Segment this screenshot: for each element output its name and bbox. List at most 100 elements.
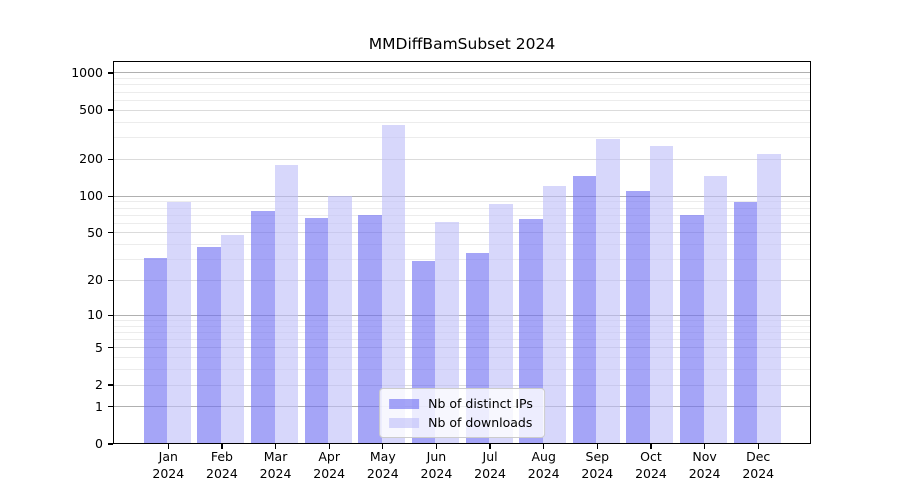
bar-nb-of-distinct-ips-dec	[733, 201, 758, 444]
plot-area: Nb of distinct IPs Nb of downloads	[113, 61, 811, 444]
y-tick-mark	[107, 109, 113, 111]
legend-item-distinct-ips: Nb of distinct IPs	[389, 394, 533, 413]
x-tick-mark	[167, 444, 169, 449]
gridline-100	[113, 195, 811, 197]
gridline-1000	[113, 72, 811, 74]
bar-nb-of-downloads-apr	[328, 196, 352, 444]
bar-nb-of-distinct-ips-feb	[197, 247, 221, 444]
y-tick-label-5: 5	[95, 339, 103, 355]
y-tick-mark	[107, 406, 113, 408]
y-tick-mark	[107, 195, 113, 197]
bar-nb-of-downloads-feb	[220, 235, 245, 444]
x-tick-label-dec: Dec 2024	[742, 449, 775, 481]
gridline-700	[113, 91, 811, 93]
legend: Nb of distinct IPs Nb of downloads	[379, 388, 545, 438]
gridline-4	[113, 357, 811, 359]
x-tick-label-nov: Nov 2024	[688, 449, 721, 481]
y-tick-label-200: 200	[79, 151, 103, 167]
x-tick-label-aug: Aug 2024	[527, 449, 560, 481]
bar-nb-of-downloads-jul	[489, 204, 513, 444]
y-tick-mark	[107, 279, 113, 282]
bar-nb-of-downloads-oct	[649, 146, 674, 444]
x-tick-label-jan: Jan 2024	[152, 449, 185, 481]
bar-nb-of-distinct-ips-sep	[572, 176, 597, 444]
y-tick-mark	[107, 347, 113, 349]
bar-nb-of-distinct-ips-nov	[680, 215, 704, 444]
gridline-40	[113, 244, 811, 246]
gridline-7	[113, 331, 811, 333]
gridline-70	[113, 214, 811, 216]
bar-nb-of-downloads-aug	[542, 186, 567, 444]
gridline-300	[113, 137, 811, 138]
bar-nb-of-downloads-sep	[596, 139, 620, 444]
x-tick-mark	[274, 444, 277, 449]
bar-nb-of-distinct-ips-oct	[626, 191, 650, 444]
gridline-9	[113, 319, 811, 321]
x-tick-mark	[221, 444, 223, 449]
bar-nb-of-distinct-ips-aug	[519, 219, 543, 444]
gridline-900	[113, 78, 811, 80]
gridline-60	[113, 222, 811, 224]
bar-nb-of-distinct-ips-may	[358, 215, 382, 444]
gridline-5	[113, 347, 811, 349]
x-tick-label-feb: Feb 2024	[206, 449, 238, 481]
y-tick-label-2: 2	[95, 377, 103, 392]
y-tick-mark	[107, 443, 113, 445]
y-tick-mark	[107, 158, 113, 160]
gridline-3	[113, 369, 811, 371]
bar-nb-of-downloads-may	[381, 125, 406, 444]
y-tick-label-20: 20	[87, 272, 103, 288]
gridline-800	[113, 84, 811, 86]
gridline-30	[113, 259, 811, 261]
chart-title: MMDiffBamSubset 2024	[368, 35, 556, 53]
x-tick-label-mar: Mar 2024	[259, 449, 292, 481]
legend-label-distinct-ips: Nb of distinct IPs	[428, 396, 533, 411]
gridline-2	[113, 384, 811, 386]
legend-swatch-distinct-ips	[389, 398, 420, 409]
x-tick-mark	[596, 444, 598, 449]
gridline-10	[113, 314, 811, 316]
x-tick-label-jun: Jun 2024	[420, 449, 453, 481]
y-tick-label-1: 1	[95, 398, 103, 414]
y-tick-label-50: 50	[87, 224, 103, 240]
gridline-500	[113, 109, 811, 111]
x-tick-label-may: May 2024	[366, 449, 399, 481]
y-tick-mark	[107, 72, 113, 74]
x-tick-label-jul: Jul 2024	[474, 449, 506, 481]
x-tick-label-oct: Oct 2024	[635, 449, 667, 481]
bar-nb-of-downloads-jan	[167, 201, 191, 444]
x-tick-mark	[757, 444, 759, 449]
gridline-50	[113, 232, 811, 234]
gridline-90	[113, 201, 811, 203]
bar-nb-of-distinct-ips-jan	[143, 257, 168, 444]
y-tick-label-100: 100	[79, 188, 103, 204]
x-tick-label-sep: Sep 2024	[581, 449, 614, 481]
bar-nb-of-downloads-dec	[757, 153, 781, 444]
x-tick-mark	[328, 444, 330, 449]
legend-item-downloads: Nb of downloads	[389, 413, 533, 432]
x-tick-mark	[703, 444, 706, 449]
x-tick-mark	[650, 444, 652, 449]
y-tick-mark	[107, 384, 113, 386]
legend-label-downloads: Nb of downloads	[428, 415, 533, 430]
bar-nb-of-downloads-nov	[703, 176, 728, 444]
gridline-20	[113, 279, 811, 281]
bar-nb-of-distinct-ips-apr	[304, 218, 329, 444]
gridline-80	[113, 207, 811, 209]
gridline-8	[113, 325, 811, 327]
y-tick-label-10: 10	[87, 307, 103, 323]
x-tick-mark	[435, 444, 438, 449]
bar-nb-of-distinct-ips-mar	[251, 211, 275, 444]
y-tick-label-500: 500	[79, 102, 103, 118]
y-tick-mark	[107, 314, 113, 316]
x-tick-mark	[543, 444, 545, 449]
y-tick-label-1000: 1000	[71, 64, 103, 80]
y-tick-label-0: 0	[95, 436, 103, 451]
bar-nb-of-downloads-mar	[274, 165, 299, 444]
y-tick-mark	[107, 232, 113, 234]
x-tick-mark	[489, 444, 491, 449]
legend-swatch-downloads	[389, 417, 420, 428]
x-tick-mark	[382, 444, 384, 449]
gridline-400	[113, 121, 811, 123]
